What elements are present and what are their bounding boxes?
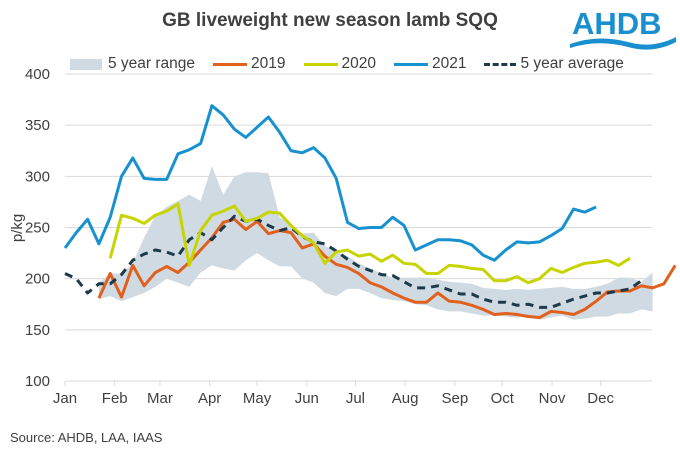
ahdb-logo: AHDB [568,4,678,54]
x-tick-label: Jul [346,390,365,407]
legend-label-2021: 2021 [432,55,467,72]
legend-swatch-2020 [303,62,338,66]
x-axis-ticks: Jan Feb Mar Apr May Jun Jul Aug Sep Oct Nov Dec [53,381,614,407]
legend-swatch-2021 [394,62,428,66]
chart-title: GB liveweight new season lamb SQQ [162,10,498,31]
logo-text: AHDB [572,6,662,41]
x-tick-label: Jun [295,390,319,407]
x-tick-label: Dec [587,390,614,407]
x-tick-label: Apr [198,390,221,407]
x-tick-label: Jan [53,390,77,407]
range-area [98,166,653,320]
x-tick-label: Sep [441,390,468,407]
legend-item-2021: 2021 [394,55,466,73]
legend-item-range: 5 year range [70,55,195,73]
x-tick-label: Feb [102,390,128,407]
legend-label-2020: 2020 [341,55,376,72]
x-tick-label: Oct [491,390,515,407]
legend-label-2019: 2019 [251,55,286,72]
legend-label-range: 5 year range [108,55,196,72]
legend-swatch-average [484,62,517,66]
y-tick-label: 150 [25,322,50,339]
series-2021-line [63,104,597,262]
legend-item-average: 5 year average [484,55,624,73]
x-tick-label: Nov [539,390,566,407]
series-2019-line [97,217,677,320]
range-area-group [98,166,653,320]
series-2020-line [108,202,631,285]
y-tick-label: 400 [25,66,50,83]
x-tick-label: May [243,390,272,407]
y-tick-label: 250 [25,220,50,237]
y-tick-label: 300 [25,168,50,185]
series-average-line [64,214,643,309]
x-tick-label: Mar [147,390,173,407]
logo-wave-icon [570,37,676,50]
legend-swatch-range [70,58,102,70]
y-tick-label: 100 [25,373,50,390]
legend-item-2020: 2020 [303,55,376,73]
legend-swatch-2019 [213,62,248,66]
source-note: Source: AHDB, LAA, IAAS [10,430,163,445]
y-tick-label: 200 [25,271,50,288]
legend-label-average: 5 year average [520,55,624,72]
legend-item-2019: 2019 [213,55,286,73]
y-tick-label: 350 [25,117,50,134]
series-lines [63,104,677,320]
y-axis-title: p/kg [9,214,26,242]
x-tick-label: Aug [392,390,419,407]
y-axis-ticks: 100 150 200 250 300 350 400 [25,66,50,390]
chart-legend: 5 year range 2019 2020 2021 5 year avera… [70,54,638,74]
